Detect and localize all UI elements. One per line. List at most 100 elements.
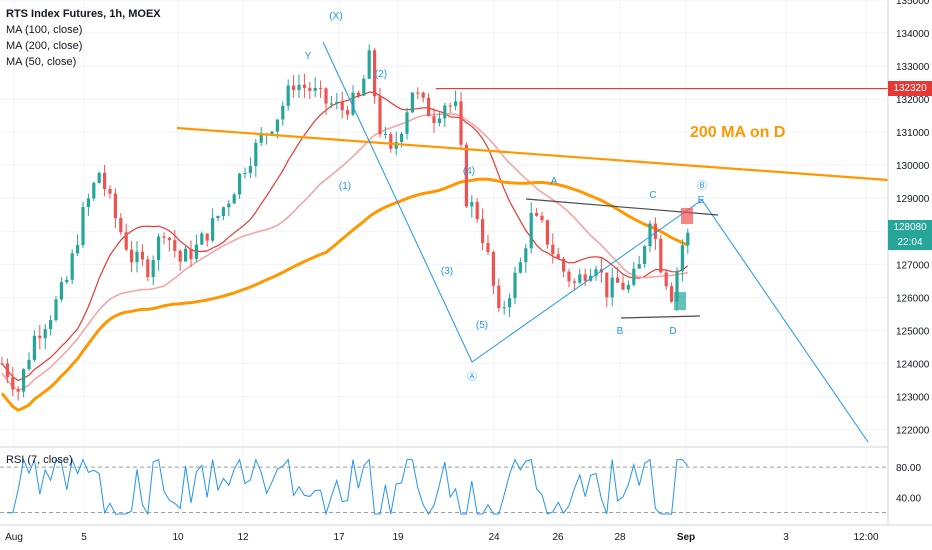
y-tick-label: 125000: [896, 326, 930, 337]
candle-body: [562, 258, 566, 272]
legend-title: RTS Index Futures, 1h, MOEX: [6, 8, 161, 20]
candle-body: [437, 118, 441, 124]
candle-body: [135, 251, 139, 263]
candle-body: [103, 172, 107, 189]
candle-body: [578, 274, 582, 283]
rsi-pane: [0, 457, 888, 516]
wave-lines: [322, 41, 869, 443]
y-tick-label: 132000: [896, 95, 930, 106]
candle-body: [281, 105, 285, 120]
candle-body: [162, 236, 166, 238]
candle-body: [556, 254, 560, 259]
y-tick-label: 134000: [896, 29, 930, 40]
candle-body: [567, 271, 571, 282]
triangle-lower: [620, 315, 701, 319]
candle-body: [670, 286, 674, 302]
ma-d-label: 200 MA on D: [690, 124, 785, 141]
candle-body: [632, 268, 636, 285]
candle-body: [178, 250, 182, 262]
y-tick-label: 123000: [896, 392, 930, 403]
candle-body: [54, 299, 58, 321]
candle-body: [243, 172, 247, 174]
wave-label: B: [617, 326, 624, 337]
candle-body: [454, 101, 458, 106]
candle-body: [572, 281, 576, 283]
x-tick-label: 26: [552, 532, 564, 543]
candle-body: [443, 105, 447, 119]
x-tick-label: Aug: [5, 532, 23, 543]
candle-body: [356, 92, 360, 96]
up-arrow: [674, 292, 686, 310]
last-price-tag: 128080: [888, 220, 932, 235]
candle-body: [22, 369, 26, 392]
candle-body: [400, 133, 404, 143]
candle-body: [362, 78, 366, 96]
candle-body: [146, 259, 150, 278]
candle-body: [583, 274, 587, 281]
candle-body: [292, 85, 296, 91]
candle-body: [167, 237, 171, 241]
candle-body: [270, 131, 274, 134]
wave-label: Y: [305, 51, 312, 62]
x-tick-label: Sep: [677, 532, 695, 543]
x-tick-label: 10: [172, 532, 184, 543]
candle-body: [594, 269, 598, 276]
candle-body: [346, 110, 350, 115]
candle-body: [491, 251, 495, 286]
candle-body: [189, 248, 193, 260]
candle-body: [211, 218, 215, 241]
candle-body: [389, 133, 393, 149]
candle-body: [86, 198, 90, 208]
drawings: (X) Y (1) (2) (3) (4) (5) A C E B D Ⓐ Ⓑ 200 MA on D: [176, 11, 889, 443]
candle-body: [232, 194, 236, 204]
candle-body: [373, 50, 377, 97]
candle-body: [605, 272, 609, 298]
candle-body: [324, 88, 328, 104]
level-price-tag: 132320: [888, 81, 932, 96]
candle-body: [383, 133, 387, 135]
candle-body: [653, 223, 657, 239]
candle-body: [545, 220, 549, 245]
wave-label: (5): [476, 320, 488, 331]
candle-body: [173, 240, 177, 251]
candle-body: [76, 245, 80, 254]
candle-body: [648, 223, 652, 247]
y-tick-label: 135000: [896, 0, 930, 7]
candle-body: [200, 233, 204, 245]
candle-body: [38, 335, 42, 339]
candle-body: [626, 284, 630, 290]
wave-label: D: [669, 326, 676, 337]
candle-body: [124, 232, 128, 250]
countdown-tag: 22:04: [888, 235, 932, 250]
wave-label: (1): [339, 181, 351, 192]
candle-body: [378, 96, 382, 135]
candle-body: [151, 260, 155, 278]
wave-label: C: [649, 190, 656, 201]
candle-body: [524, 248, 528, 263]
candle-body: [616, 277, 620, 283]
ma100-line: [1, 113, 688, 392]
legend-ma100: MA (100, close): [6, 24, 83, 36]
candle-body: [16, 389, 20, 392]
candle-body: [140, 251, 144, 260]
candle-body: [11, 377, 15, 390]
candle-body: [529, 213, 533, 249]
legend-ma50: MA (50, close): [6, 56, 77, 68]
candle-body: [664, 272, 668, 287]
candle-body: [675, 270, 679, 302]
legend-ma200: MA (200, close): [6, 40, 83, 52]
rsi-line: [7, 457, 689, 516]
y-tick-label: 131000: [896, 128, 930, 139]
wave-label: (3): [441, 266, 453, 277]
candle-body: [551, 244, 555, 255]
candle-body: [680, 245, 684, 271]
candle-body: [470, 202, 474, 207]
candle-body: [421, 92, 425, 98]
candle-body: [405, 112, 409, 134]
candle-body: [238, 173, 242, 195]
candle-body: [481, 219, 485, 243]
candle-body: [5, 363, 9, 378]
candle-body: [49, 320, 53, 330]
candle-body: [259, 134, 263, 143]
